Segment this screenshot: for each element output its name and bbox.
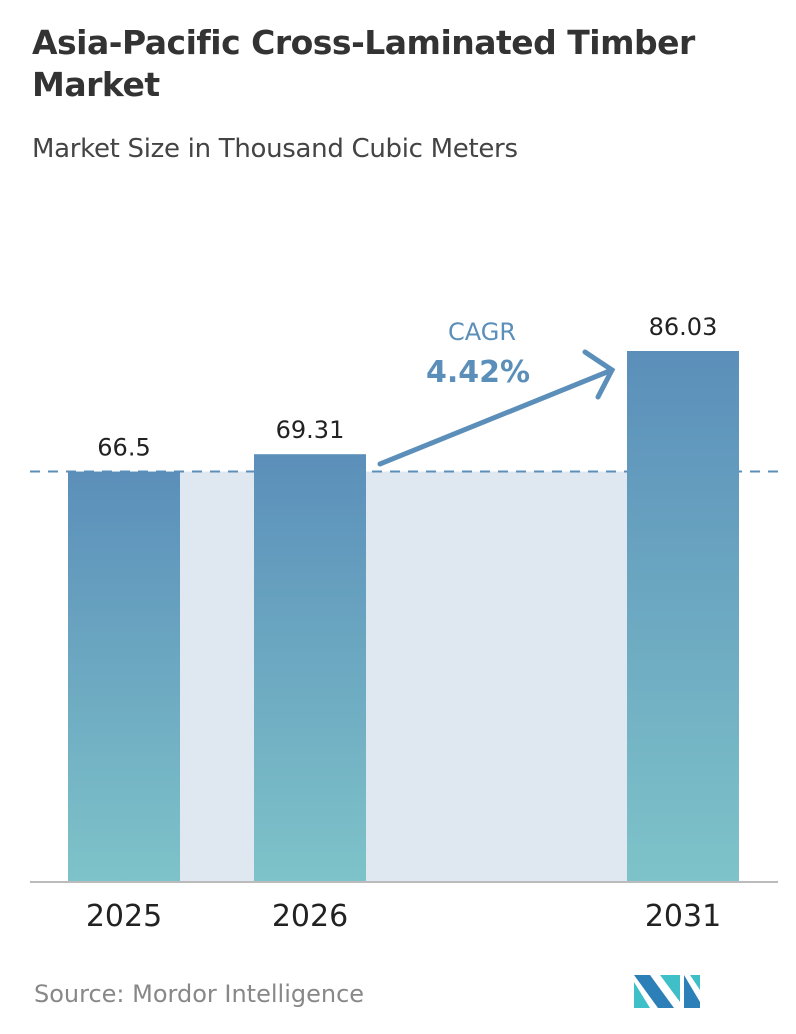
cagr-arrow	[377, 349, 616, 467]
data-label-2026: 69.31	[276, 416, 345, 444]
source-note: Source: Mordor Intelligence	[34, 980, 365, 1008]
cagr-value: 4.42%	[426, 355, 530, 390]
chart-subtitle: Market Size in Thousand Cubic Meters	[32, 134, 518, 164]
x-tick-label-2025: 2025	[86, 899, 162, 934]
cagr-label: CAGR	[448, 318, 516, 346]
background-band	[180, 471, 627, 882]
data-label-2031: 86.03	[649, 313, 718, 341]
x-tick-label-2031: 2031	[645, 899, 721, 934]
bar-2031	[627, 351, 739, 882]
bar-2026	[254, 454, 366, 882]
x-tick-label-2026: 2026	[272, 899, 348, 934]
data-label-2025: 66.5	[97, 434, 150, 462]
mordor-logo	[634, 975, 700, 1008]
bar-2025	[68, 471, 180, 882]
chart-title: Asia-Pacific Cross-Laminated Timber Mark…	[32, 23, 695, 104]
